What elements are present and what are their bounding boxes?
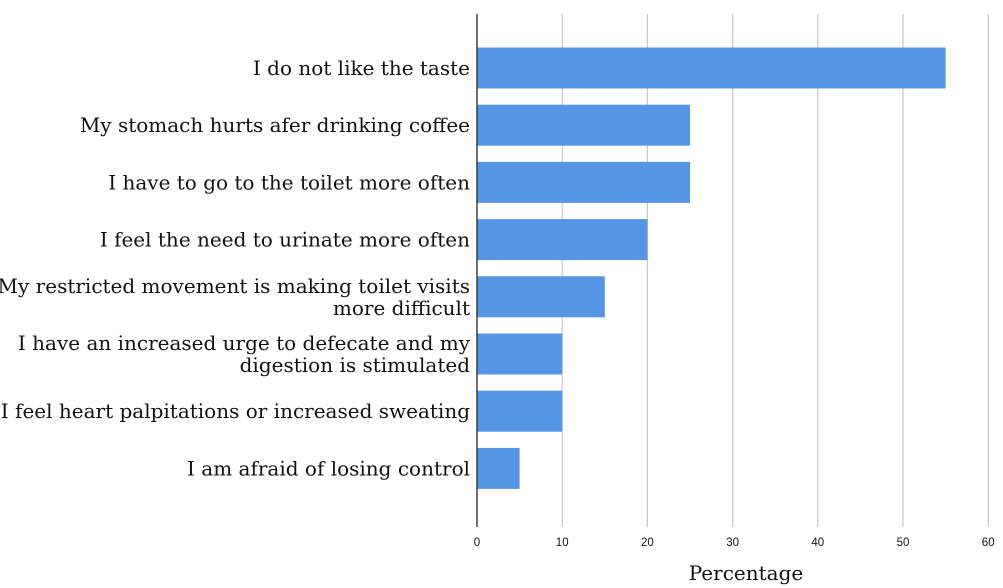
bar: [477, 104, 690, 146]
bar: [477, 333, 563, 375]
bar: [477, 161, 690, 203]
x-tick-label: 10: [556, 537, 569, 549]
bar: [477, 47, 946, 89]
bar: [477, 276, 605, 318]
category-label: My restricted movement is making toilet …: [0, 274, 470, 298]
x-tick-label: 60: [982, 537, 995, 549]
category-label: I feel heart palpitations or increased s…: [1, 399, 470, 423]
category-label: I do not like the taste: [253, 56, 470, 80]
category-label: I have to go to the toilet more often: [108, 170, 470, 194]
x-tick-label: 50: [897, 537, 910, 549]
bar: [477, 390, 563, 432]
category-label: more difficult: [333, 296, 470, 320]
x-axis-title: Percentage: [689, 561, 803, 585]
category-label: digestion is stimulated: [240, 353, 471, 377]
x-tick-label: 0: [474, 537, 480, 549]
bars: [477, 47, 946, 489]
category-label: I have an increased urge to defecate and…: [18, 331, 471, 355]
category-labels: I do not like the taste My stomach hurts …: [0, 56, 471, 480]
x-tick-label: 30: [726, 537, 739, 549]
category-label: My stomach hurts afer drinking coffee: [80, 113, 470, 137]
bar: [477, 447, 520, 489]
x-tick-labels: 0 10 20 30 40 50 60: [474, 537, 995, 549]
bar: [477, 219, 648, 261]
x-tick-label: 20: [641, 537, 654, 549]
category-label: I feel the need to urinate more often: [100, 228, 470, 252]
category-label: I am afraid of losing control: [187, 456, 470, 480]
x-tick-label: 40: [811, 537, 824, 549]
gridlines: [561, 14, 989, 527]
